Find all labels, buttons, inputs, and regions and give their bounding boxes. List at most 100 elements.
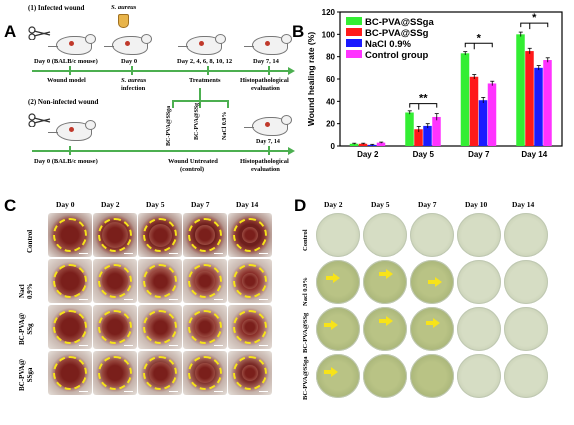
scale-bar	[259, 344, 268, 346]
panel-c-column-label: Day 7	[191, 200, 210, 209]
wound-boundary-ring	[143, 356, 177, 390]
legend-label: Control group	[365, 50, 429, 61]
scale-bar	[124, 344, 133, 346]
bar	[478, 100, 488, 146]
panel-d-row-label: Control	[302, 229, 309, 251]
wound-photo	[48, 305, 92, 349]
wound-boundary-ring	[143, 310, 177, 344]
panel-d-row-label: Nacl 0.9%	[302, 277, 309, 306]
panel-d-row-label: BC-PVA@SSg	[302, 312, 309, 353]
wound-photo	[183, 351, 227, 395]
wound-photo	[228, 213, 272, 257]
wound-boundary-ring	[188, 218, 222, 252]
y-tick-label: 0	[331, 142, 336, 151]
significance-bracket	[409, 103, 438, 110]
wound-boundary-ring	[188, 356, 222, 390]
petri-dish	[363, 354, 407, 398]
treatment-days-label: Day 2, 4, 6, 8, 10, 12	[177, 58, 233, 65]
timeline-arrow-1	[32, 70, 290, 72]
scale-bar	[79, 298, 88, 300]
wound-healing-chart: 0 20 40 60 80 100 120 Wound healing rate (%) Day…	[306, 8, 563, 159]
mouse-icon-6	[244, 115, 292, 136]
wound-boundary-ring	[188, 264, 222, 298]
bar	[376, 142, 386, 146]
y-tick-label: 40	[326, 97, 335, 106]
scale-bar	[124, 252, 133, 254]
wound-boundary-ring	[98, 356, 132, 390]
legend-swatch	[346, 50, 362, 58]
day7-14-label-b: Day 7, 14	[256, 139, 280, 145]
colony-arrow-icon	[379, 269, 393, 279]
histo-label-2: Histopathological	[240, 158, 289, 165]
x-tick-label: Day 5	[413, 150, 435, 159]
significance-bracket	[520, 22, 549, 30]
scale-bar	[169, 252, 178, 254]
timeline-arrowhead-2	[288, 147, 295, 155]
petri-dish	[504, 307, 548, 351]
eval-label-2: evaluation	[251, 166, 280, 173]
colony-arrow-icon	[379, 316, 393, 326]
wound-photo	[228, 259, 272, 303]
x-tick-label: Day 2	[357, 150, 379, 159]
day0-mouse-label-2: Day 0 (BALB/c mouse)	[34, 158, 98, 165]
bar	[414, 129, 423, 146]
wound-boundary-ring	[143, 218, 177, 252]
wound-boundary-ring	[98, 310, 132, 344]
wound-boundary-ring	[233, 356, 267, 390]
petri-dish	[316, 307, 360, 351]
scale-bar	[214, 390, 223, 392]
bar	[469, 76, 479, 146]
wound-photo	[93, 351, 137, 395]
panel-c-column-label: Day 2	[101, 200, 120, 209]
panel-d-column-label: Day 7	[418, 200, 437, 209]
mouse-icon-3	[178, 34, 226, 55]
legend-label: BC-PVA@SSga	[365, 17, 434, 28]
scale-bar	[259, 390, 268, 392]
x-tick-label: Day 14	[521, 150, 547, 159]
infected-wound-title: (1) Infected wound	[28, 4, 85, 12]
y-tick-label: 20	[326, 120, 335, 129]
timeline-arrowhead-1	[288, 67, 295, 75]
petri-dish	[457, 260, 501, 304]
treatments-label: Treatments	[189, 77, 221, 84]
scale-bar	[259, 298, 268, 300]
panel-label-d: D	[294, 196, 307, 215]
panel-d-column-label: Day 14	[512, 200, 535, 209]
wound-boundary-ring	[98, 218, 132, 252]
y-tick-label: 80	[326, 53, 335, 62]
legend-swatch	[346, 39, 362, 47]
petri-dish	[504, 354, 548, 398]
significance-marker: **	[419, 93, 428, 105]
bar	[423, 125, 432, 146]
wound-photo	[138, 305, 182, 349]
legend-swatch	[346, 28, 362, 36]
wound-photo	[183, 213, 227, 257]
wound-photo	[138, 259, 182, 303]
petri-dish	[410, 260, 454, 304]
x-tick-label: Day 7	[468, 150, 490, 159]
wound-boundary-ring	[53, 264, 87, 298]
bar	[487, 83, 497, 146]
wound-photo	[138, 213, 182, 257]
panel-label-c: C	[4, 196, 17, 215]
scale-bar	[169, 390, 178, 392]
day0-mouse-label: Day 0 (BALB/c mouse)	[34, 58, 98, 65]
petri-dish	[410, 213, 454, 257]
significance-marker: *	[477, 32, 482, 44]
bar	[460, 53, 470, 146]
wound-photo	[183, 305, 227, 349]
wound-model-label: Wound model	[47, 77, 86, 84]
scale-bar	[259, 252, 268, 254]
petri-dish	[410, 354, 454, 398]
y-tick-label: 60	[326, 75, 335, 84]
panel-c-column-label: Day 5	[146, 200, 165, 209]
petri-dish	[363, 213, 407, 257]
bacteria-tube-icon	[118, 14, 129, 28]
wound-boundary-ring	[98, 264, 132, 298]
s-aureus-infection-label: S. aureus	[121, 77, 147, 84]
day7-14-label: Day 7, 14	[253, 58, 279, 65]
panel-c-column-label: Day 14	[236, 200, 259, 209]
bar	[405, 112, 414, 146]
scissors-icon-2	[28, 113, 52, 132]
wound-boundary-ring	[53, 356, 87, 390]
